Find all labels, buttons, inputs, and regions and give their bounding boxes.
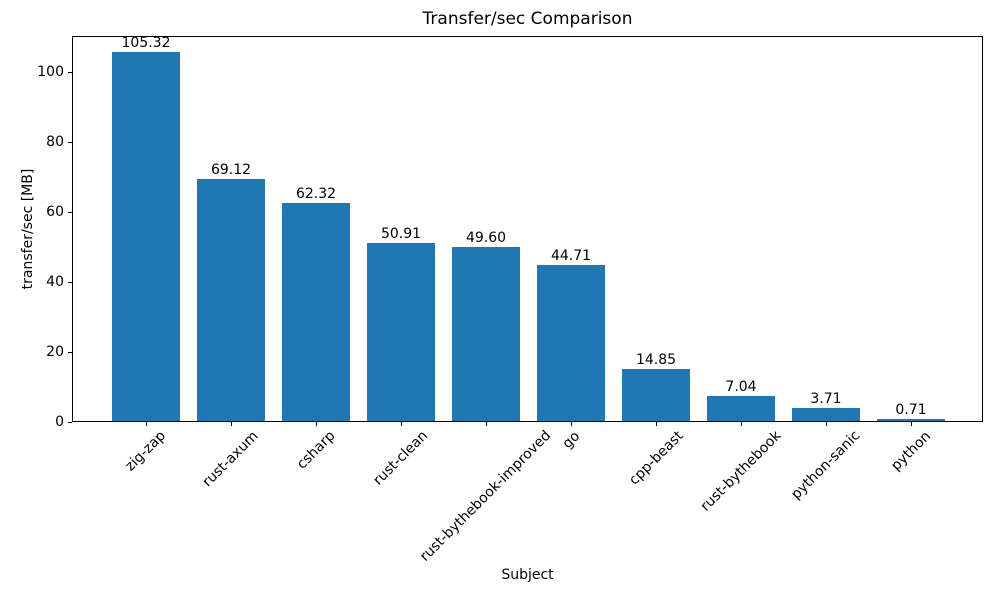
x-tick-label: cpp-beast <box>625 427 687 489</box>
x-tick-mark <box>825 422 827 426</box>
y-tick-label: 80 <box>46 134 64 151</box>
bar-value-label: 3.71 <box>810 391 842 408</box>
bar-value-label: 44.71 <box>550 247 592 264</box>
bar <box>112 52 180 421</box>
bar <box>707 396 775 421</box>
x-axis-label: Subject <box>501 567 554 583</box>
x-tick-label: go <box>559 427 583 452</box>
y-tick-label: 40 <box>46 274 64 291</box>
x-tick-mark <box>400 422 402 426</box>
y-tick-label: 100 <box>37 64 64 81</box>
bar-value-label: 62.32 <box>295 185 337 202</box>
x-tick-label: rust-clean <box>370 427 432 489</box>
x-tick-label: zig-zap <box>122 427 169 475</box>
x-tick-label: rust-bythebook <box>697 428 784 515</box>
y-tick-mark <box>68 71 72 73</box>
y-tick-mark <box>68 281 72 283</box>
y-tick-label: 60 <box>46 204 64 221</box>
bar-value-label: 105.32 <box>121 35 171 52</box>
y-tick-mark <box>68 421 72 423</box>
bar-value-label: 14.85 <box>635 352 677 369</box>
bar <box>452 247 520 421</box>
x-tick-label: rust-bythebook-improved <box>417 427 555 566</box>
x-tick-label: python <box>887 427 934 474</box>
bar <box>282 202 350 421</box>
x-tick-mark <box>910 422 912 426</box>
bar <box>367 242 435 421</box>
bar <box>537 264 605 421</box>
bar <box>877 418 945 421</box>
x-tick-mark <box>485 422 487 426</box>
bar-value-label: 0.71 <box>895 401 927 418</box>
x-tick-mark <box>570 422 572 426</box>
y-tick-mark <box>68 211 72 213</box>
x-tick-mark <box>315 422 317 426</box>
x-tick-label: csharp <box>293 427 339 473</box>
bar-value-label: 49.60 <box>465 230 507 247</box>
bar <box>792 408 860 421</box>
bar <box>197 179 265 421</box>
y-tick-label: 0 <box>55 414 64 430</box>
bar-value-label: 7.04 <box>725 379 757 396</box>
y-tick-mark <box>68 351 72 353</box>
y-tick-label: 20 <box>46 344 64 360</box>
x-tick-mark <box>145 422 147 426</box>
x-tick-mark <box>740 422 742 426</box>
bar <box>622 369 690 421</box>
y-axis-label: transfer/sec [MB] <box>20 168 36 290</box>
bar-value-label: 50.91 <box>380 225 422 242</box>
bar-value-label: 69.12 <box>210 162 252 179</box>
x-tick-mark <box>655 422 657 426</box>
chart-title: Transfer/sec Comparison <box>422 9 633 29</box>
x-tick-label: rust-axum <box>199 428 262 491</box>
y-tick-mark <box>68 141 72 143</box>
x-tick-label: python-sanic <box>788 427 864 504</box>
x-tick-mark <box>230 422 232 426</box>
